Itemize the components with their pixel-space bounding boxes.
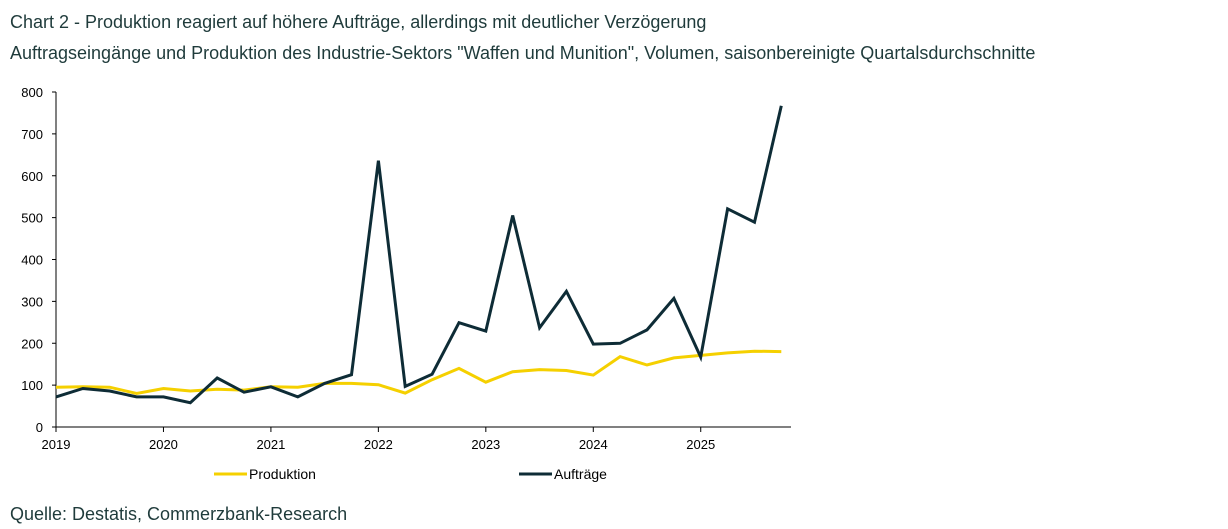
y-tick-label: 700 xyxy=(21,127,43,142)
x-tick-label: 2019 xyxy=(42,437,71,452)
y-tick-label: 300 xyxy=(21,294,43,309)
legend-label: Produktion xyxy=(249,466,316,482)
y-tick-label: 600 xyxy=(21,169,43,184)
series-line-auftr-ge xyxy=(55,105,783,405)
y-tick-label: 100 xyxy=(21,378,43,393)
chart-axes: 0 100 200 300 400 500 600 700 800 2019 2020 2021 202… xyxy=(21,85,791,452)
y-tick-label: 500 xyxy=(21,211,43,226)
x-tick-label: 2023 xyxy=(471,437,500,452)
y-tick-label: 400 xyxy=(21,253,43,268)
y-tick-label: 200 xyxy=(21,336,43,351)
chart-subtitle: Auftragseingänge und Produktion des Indu… xyxy=(10,43,1036,63)
chart-legend: Produktion Aufträge xyxy=(214,466,607,482)
x-tick-label: 2020 xyxy=(149,437,178,452)
legend-label: Aufträge xyxy=(554,466,607,482)
x-tick-label: 2021 xyxy=(256,437,285,452)
x-tick-label: 2024 xyxy=(579,437,608,452)
chart-title: Chart 2 - Produktion reagiert auf höhere… xyxy=(10,12,707,32)
x-tick-label: 2025 xyxy=(686,437,715,452)
chart-source: Quelle: Destatis, Commerzbank-Research xyxy=(10,504,348,524)
y-tick-label: 800 xyxy=(21,85,43,100)
series-line-produktion xyxy=(55,349,782,396)
chart-series xyxy=(55,105,783,405)
y-tick-label: 0 xyxy=(36,420,43,435)
x-tick-label: 2022 xyxy=(364,437,393,452)
